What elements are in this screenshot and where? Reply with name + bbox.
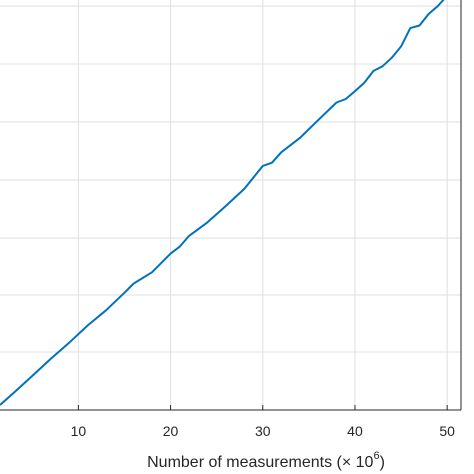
- x-tick-label: 30: [255, 423, 271, 439]
- x-axis-title-close: ): [380, 454, 385, 471]
- x-tick-label: 20: [163, 423, 179, 439]
- x-ticks: 10 20 30 40 50: [71, 405, 455, 439]
- plot-series: [0, 0, 445, 406]
- x-axis-title-exponent: 6: [373, 450, 379, 462]
- x-axis-title-text: Number of measurements (× 10: [147, 454, 373, 471]
- x-tick-label: 40: [347, 423, 363, 439]
- series-line: [0, 0, 445, 406]
- x-tick-label: 50: [439, 423, 455, 439]
- x-tick-label: 10: [71, 423, 87, 439]
- x-axis-title: Number of measurements (× 106): [147, 450, 385, 471]
- grid: [0, 0, 461, 410]
- axes: [0, 0, 462, 411]
